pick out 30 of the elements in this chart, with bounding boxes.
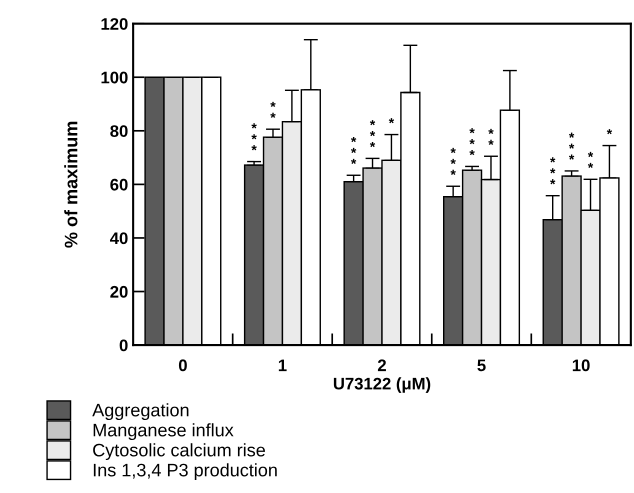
x-tick-label: 0 [178,359,187,372]
y-tick-label: 120 [102,18,128,30]
x-tick-label: 5 [477,360,486,372]
data-label: *** [550,157,556,184]
data-label: *** [469,128,475,156]
legend-label: Ins 1,3,4 P3 production [94,463,277,480]
data-label: *** [350,136,356,164]
data-label: * [388,118,394,124]
x-tick-label: 1 [278,360,287,372]
data-label: *** [251,123,257,150]
x-tick-label: 10 [572,359,590,372]
data-label: *** [370,120,376,148]
y-tick-label: 60 [110,178,128,191]
y-tick-label: 40 [110,232,128,244]
data-label: ** [270,102,276,118]
legend-label: Cytosolic calcium rise [93,443,265,460]
x-axis-title: U73122 (μM) [334,377,430,393]
data-label: *** [568,132,574,160]
y-tick-label: 80 [110,125,128,138]
y-tick-label: 20 [110,286,128,298]
data-label: ** [488,128,494,145]
x-tick-label: 2 [378,359,386,372]
data-label: * [606,129,612,134]
legend-label: Aggregation [92,403,188,420]
data-label: ** [588,152,594,168]
legend-label: Manganese influx [94,423,234,440]
y-tick-label: 0 [120,340,128,352]
y-axis-title: % of maximum [64,122,78,248]
y-tick-label: 100 [102,72,128,84]
data-label: *** [450,148,456,175]
